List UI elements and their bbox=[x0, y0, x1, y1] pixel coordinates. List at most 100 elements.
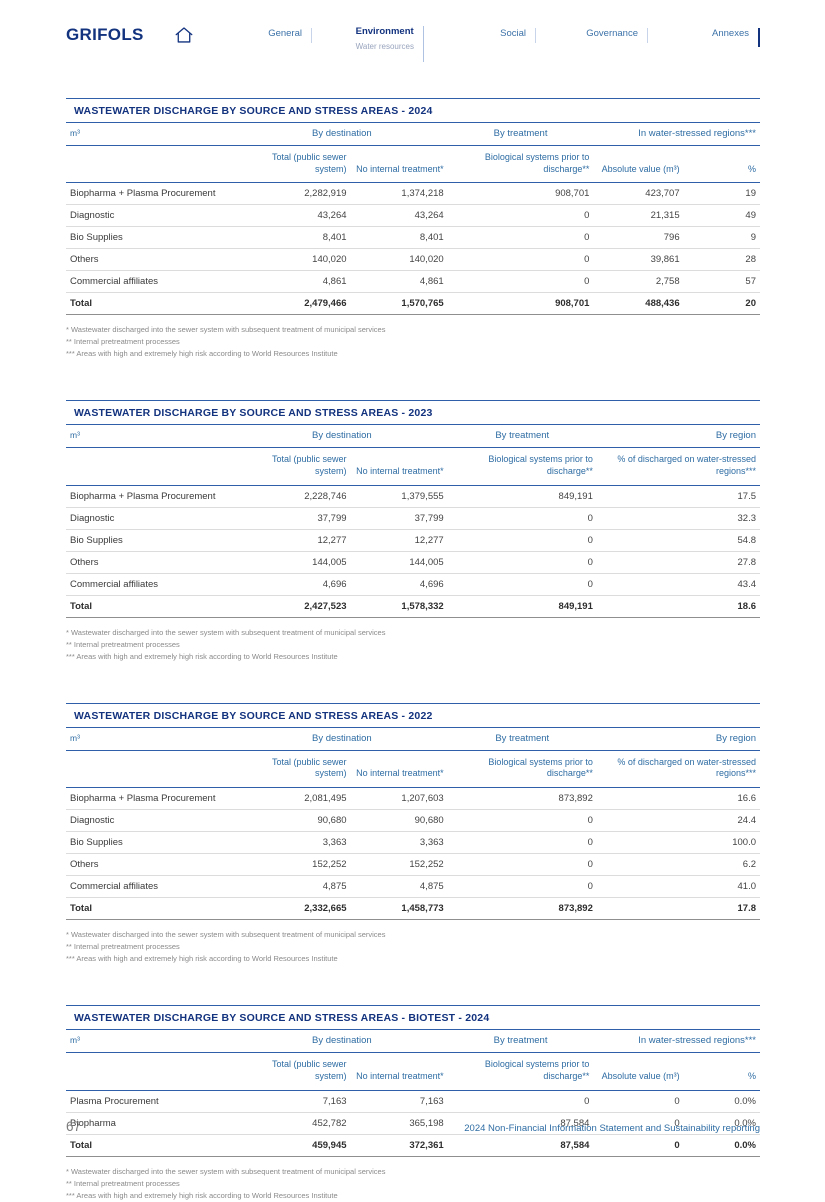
cell-value: 24.4 bbox=[596, 809, 760, 833]
cell-value: 4,696 bbox=[236, 573, 351, 596]
group-header: By region bbox=[596, 425, 760, 449]
table-row: Commercial affiliates 4,696 4,696 0 43.4 bbox=[66, 573, 760, 596]
group-header: By destination bbox=[236, 727, 448, 751]
cell-value: 2,081,495 bbox=[236, 787, 351, 811]
total-label: Total bbox=[66, 292, 237, 316]
total-value: 372,361 bbox=[350, 1133, 448, 1157]
cell-value: 6.2 bbox=[596, 853, 760, 877]
cell-value: 908,701 bbox=[447, 182, 594, 206]
table-title: WASTEWATER DISCHARGE BY SOURCE AND STRES… bbox=[66, 98, 760, 123]
nav-label: Governance bbox=[586, 28, 638, 39]
footnote: * Wastewater discharged into the sewer s… bbox=[66, 1166, 386, 1176]
cell-value: 37,799 bbox=[350, 507, 448, 530]
cell-value: 100.0 bbox=[596, 831, 760, 855]
row-label: Biopharma + Plasma Procurement bbox=[66, 182, 237, 206]
cell-value: 0 bbox=[447, 853, 597, 877]
column-header: Total (public sewer system) bbox=[236, 447, 351, 486]
column-header: % of discharged on water-stressed region… bbox=[596, 750, 760, 789]
total-value: 1,578,332 bbox=[350, 594, 448, 618]
table-footnotes: * Wastewater discharged into the sewer s… bbox=[66, 1166, 760, 1202]
row-label: Biopharma + Plasma Procurement bbox=[66, 485, 237, 508]
group-header: By region bbox=[596, 727, 760, 751]
footnote: ** Internal pretreatment processes bbox=[66, 1178, 180, 1188]
column-header-empty bbox=[66, 145, 237, 184]
cell-value: 43.4 bbox=[596, 573, 760, 596]
report-page: GRIFOLS General Environment Water resour… bbox=[66, 25, 760, 1200]
nav-item-annexes[interactable]: Annexes bbox=[648, 28, 760, 47]
home-icon[interactable] bbox=[174, 26, 194, 44]
cell-value: 4,861 bbox=[350, 270, 448, 294]
nav-label: General bbox=[268, 28, 302, 39]
total-value: 1,570,765 bbox=[350, 292, 448, 316]
cell-value: 90,680 bbox=[350, 809, 448, 833]
column-header: % of discharged on water-stressed region… bbox=[596, 447, 760, 486]
footer-text: 2024 Non-Financial Information Statement… bbox=[464, 1123, 760, 1134]
table-row: Diagnostic 37,799 37,799 0 32.3 bbox=[66, 507, 760, 530]
column-header: No internal treatment* bbox=[350, 447, 448, 486]
cell-value: 152,252 bbox=[236, 853, 351, 877]
table-footnotes: * Wastewater discharged into the sewer s… bbox=[66, 627, 760, 663]
column-header: Total (public sewer system) bbox=[236, 750, 351, 789]
row-label: Others bbox=[66, 551, 237, 574]
table-footnotes: * Wastewater discharged into the sewer s… bbox=[66, 929, 760, 965]
nav-environment-block: Environment Water resources bbox=[356, 26, 414, 51]
nav-item-social[interactable]: Social bbox=[424, 28, 536, 43]
cell-value: 12,277 bbox=[350, 529, 448, 552]
row-label: Diagnostic bbox=[66, 809, 237, 833]
group-header: By treatment bbox=[447, 1030, 594, 1054]
total-value: 1,458,773 bbox=[350, 897, 448, 921]
unit-label: m³ bbox=[66, 123, 237, 146]
column-header: Absolute value (m³) bbox=[593, 145, 684, 184]
data-table: m³ By destination By treatment In water-str… bbox=[66, 123, 760, 316]
row-label: Commercial affiliates bbox=[66, 270, 237, 294]
cell-value: 28 bbox=[683, 248, 760, 272]
column-header: Biological systems prior to discharge** bbox=[447, 145, 594, 184]
nav-label: Annexes bbox=[712, 28, 749, 39]
column-header-row: Total (public sewer system) No internal t… bbox=[66, 1052, 760, 1091]
page-number: 67 bbox=[66, 1119, 82, 1134]
total-value: 908,701 bbox=[447, 292, 594, 316]
nav-item-governance[interactable]: Governance bbox=[536, 28, 648, 43]
cell-value: 57 bbox=[683, 270, 760, 294]
cell-value: 4,696 bbox=[350, 573, 448, 596]
nav-item-general[interactable]: General bbox=[244, 28, 312, 43]
table-row: Commercial affiliates 4,875 4,875 0 41.0 bbox=[66, 875, 760, 899]
column-header: Total (public sewer system) bbox=[236, 145, 351, 184]
footnote: *** Areas with high and extremely high r… bbox=[66, 651, 338, 661]
column-header: No internal treatment* bbox=[350, 145, 448, 184]
row-label: Commercial affiliates bbox=[66, 573, 237, 596]
tables-section: WASTEWATER DISCHARGE BY SOURCE AND STRES… bbox=[66, 98, 760, 1202]
cell-value: 4,861 bbox=[236, 270, 351, 294]
column-header: Biological systems prior to discharge** bbox=[447, 750, 597, 789]
table-row: Biopharma + Plasma Procurement 2,081,495 1… bbox=[66, 787, 760, 811]
column-header: % bbox=[683, 1052, 760, 1091]
column-header: Absolute value (m³) bbox=[593, 1052, 684, 1091]
page-footer: 67 2024 Non-Financial Information Statem… bbox=[66, 1119, 760, 1134]
row-label: Others bbox=[66, 248, 237, 272]
total-value: 18.6 bbox=[596, 594, 760, 618]
cell-value: 144,005 bbox=[350, 551, 448, 574]
column-header-row: Total (public sewer system) No internal t… bbox=[66, 447, 760, 486]
table-row: Others 144,005 144,005 0 27.8 bbox=[66, 551, 760, 574]
total-row: Total 2,332,665 1,458,773 873,892 17.8 bbox=[66, 897, 760, 921]
cell-value: 0 bbox=[447, 226, 594, 250]
cell-value: 8,401 bbox=[236, 226, 351, 250]
total-row: Total 459,945 372,361 87,584 0 0.0% bbox=[66, 1133, 760, 1157]
nav-item-environment[interactable]: Environment Water resources bbox=[312, 26, 424, 62]
table-row: Biopharma 452,782 365,198 87,584 0 0.0% bbox=[66, 1112, 760, 1135]
cell-value: 0 bbox=[447, 529, 597, 552]
cell-value: 140,020 bbox=[350, 248, 448, 272]
grifols-logo: GRIFOLS bbox=[66, 25, 144, 44]
group-header-row: m³ By destination By treatment In water-str… bbox=[66, 123, 760, 146]
cell-value: 0 bbox=[447, 1090, 594, 1113]
cell-value: 21,315 bbox=[593, 204, 684, 228]
unit-label: m³ bbox=[66, 727, 237, 751]
cell-value: 16.6 bbox=[596, 787, 760, 811]
footnote: ** Internal pretreatment processes bbox=[66, 942, 180, 952]
cell-value: 423,707 bbox=[593, 182, 684, 206]
footnote: *** Areas with high and extremely high r… bbox=[66, 349, 338, 359]
table-row: Diagnostic 90,680 90,680 0 24.4 bbox=[66, 809, 760, 833]
column-header: Biological systems prior to discharge** bbox=[447, 1052, 594, 1091]
table-row: Bio Supplies 8,401 8,401 0 796 9 bbox=[66, 226, 760, 250]
cell-value: 17.5 bbox=[596, 485, 760, 508]
